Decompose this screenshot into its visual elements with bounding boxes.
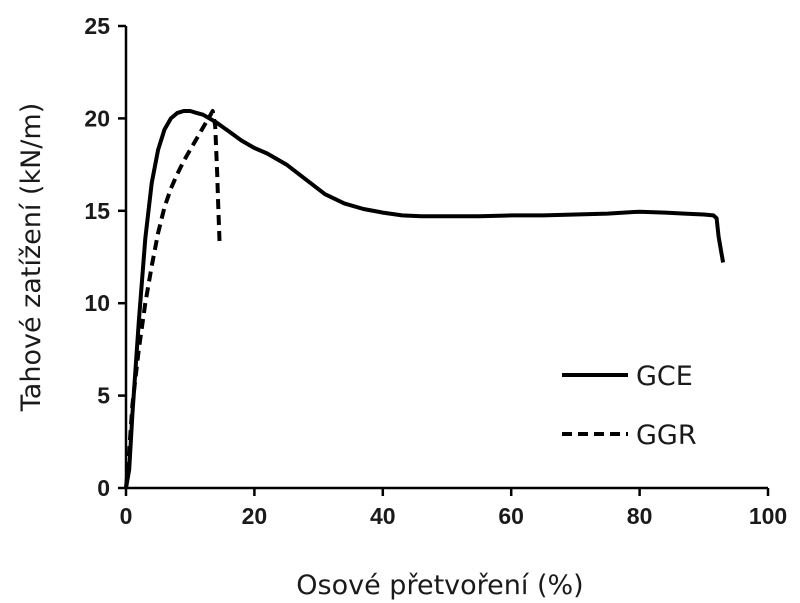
legend-item-gce: GCE [562,361,693,392]
y-tick-label: 15 [84,198,110,224]
x-tick-label: 80 [627,503,653,529]
x-tick-label: 40 [370,503,396,529]
y-tick-label: 20 [84,105,110,131]
x-tick-label: 60 [498,503,524,529]
x-tick-label: 20 [242,503,268,529]
x-tick-label: 100 [749,503,787,529]
legend-label-ggr: GGR [636,420,697,451]
y-tick-label: 0 [97,475,110,501]
legend-item-ggr: GGR [562,420,697,451]
y-tick-label: 5 [97,383,110,409]
x-axis-title: Osové přetvoření (%) [296,570,583,601]
plot-area: 0 20 40 60 80 100 0 5 10 15 20 25 [84,13,787,529]
y-axis-title: Tahové zatížení (kN/m) [16,103,47,412]
y-ticks: 0 5 10 15 20 25 [84,13,126,501]
series-line-gce [124,109,726,489]
y-tick-label: 25 [84,13,110,39]
legend-label-gce: GCE [636,361,693,392]
x-tick-label: 0 [120,503,133,529]
x-ticks: 0 20 40 60 80 100 [120,488,787,529]
legend: GCE GGR [562,361,697,451]
y-tick-label: 10 [84,290,110,316]
series-line-ggr [124,109,222,489]
series-layer [124,109,726,489]
